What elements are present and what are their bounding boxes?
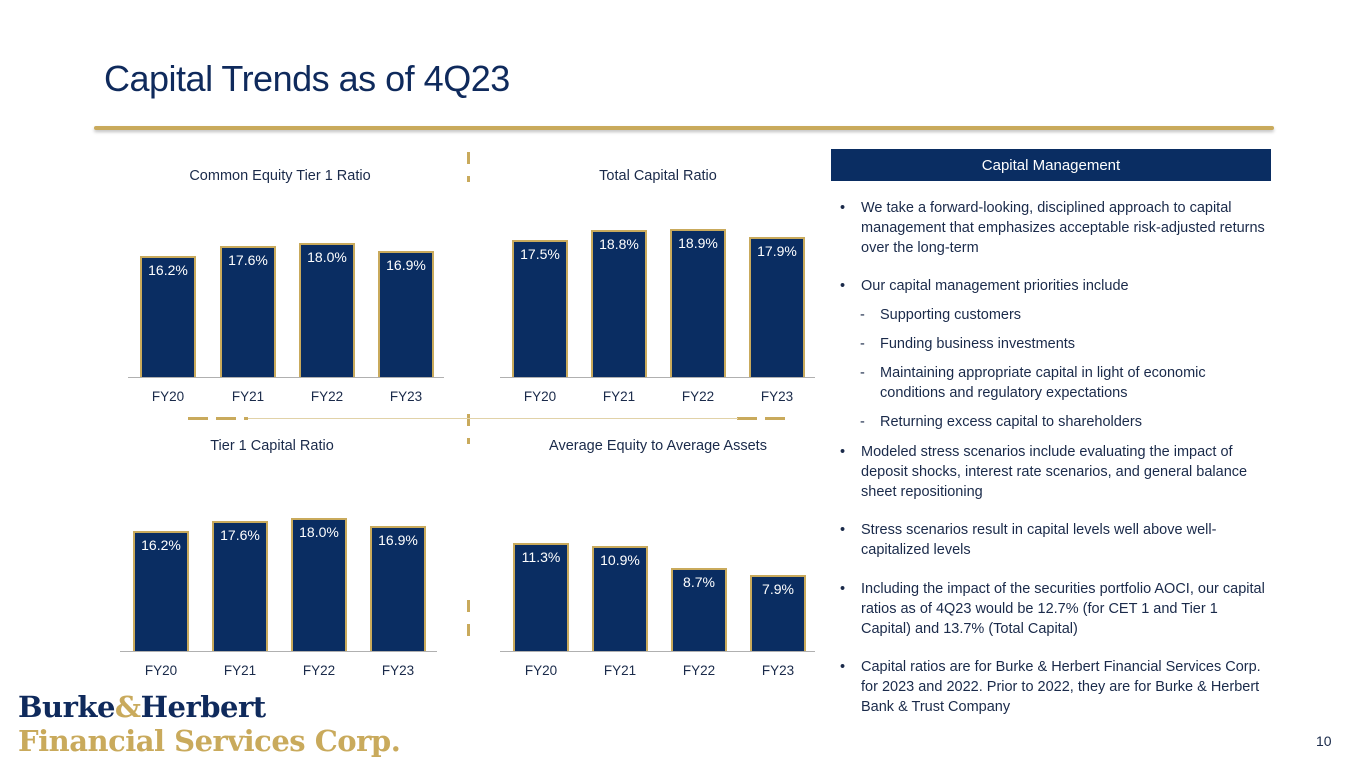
bullet-stress-results: Stress scenarios result in capital level… (840, 520, 1270, 560)
x-tick-label: FY20 (144, 663, 178, 678)
bullet-aoci-impact: Including the impact of the securities p… (840, 579, 1270, 639)
bar-fy20 (140, 256, 196, 377)
x-tick-label: FY22 (681, 389, 715, 404)
bar-fy22 (299, 243, 355, 377)
chart-title: Total Capital Ratio (599, 168, 717, 184)
x-axis-line (500, 377, 815, 378)
data-label: 18.0% (299, 524, 339, 540)
divider-vertical-top (467, 152, 470, 182)
divider-vertical-mid (467, 414, 470, 444)
bullet-stress-scenarios: Modeled stress scenarios include evaluat… (840, 442, 1270, 502)
bar-fy21 (591, 230, 647, 377)
data-label: 11.3% (521, 549, 561, 565)
bar-fy20 (133, 531, 189, 651)
bullet-forward-looking: We take a forward-looking, disciplined a… (840, 198, 1270, 258)
x-tick-label: FY20 (523, 389, 557, 404)
sub-item-returning-capital: Returning excess capital to shareholders (860, 412, 1260, 432)
bar-fy23 (749, 237, 805, 377)
divider-horizontal-line (248, 418, 738, 419)
x-tick-label: FY21 (602, 389, 636, 404)
bullet-ratio-entities: Capital ratios are for Burke & Herbert F… (840, 657, 1270, 717)
x-tick-label: FY20 (524, 663, 558, 678)
data-label: 10.9% (600, 552, 640, 568)
x-axis-line (500, 651, 815, 652)
burke-herbert-logo: Burke&Herbert Financial Services Corp. (18, 690, 401, 758)
divider-horizontal-right (737, 417, 793, 420)
x-axis-line (120, 651, 437, 652)
data-label: 18.8% (599, 236, 639, 252)
title-underline (94, 126, 1274, 130)
page-number: 10 (1316, 733, 1332, 749)
page-title: Capital Trends as of 4Q23 (104, 58, 510, 99)
chart-title: Average Equity to Average Assets (549, 438, 767, 454)
chart-title: Tier 1 Capital Ratio (210, 438, 334, 454)
x-tick-label: FY21 (603, 663, 637, 678)
x-tick-label: FY23 (389, 389, 423, 404)
data-label: 7.9% (762, 581, 794, 597)
x-axis-line (128, 377, 444, 378)
bar-fy23 (370, 526, 426, 651)
sub-item-customers: Supporting customers (860, 305, 1260, 325)
x-tick-label: FY22 (682, 663, 716, 678)
bar-fy22 (671, 568, 727, 651)
bar-fy21 (212, 521, 268, 651)
data-label: 8.7% (683, 574, 715, 590)
x-tick-label: FY21 (223, 663, 257, 678)
divider-vertical-bottom (467, 600, 470, 640)
data-label: 17.6% (220, 527, 260, 543)
bar-fy22 (670, 229, 726, 377)
x-tick-label: FY23 (760, 389, 794, 404)
x-tick-label: FY23 (761, 663, 795, 678)
data-label: 17.6% (228, 252, 268, 268)
bar-fy21 (592, 546, 648, 651)
bar-fy23 (378, 251, 434, 377)
sub-item-appropriate-capital: Maintaining appropriate capital in light… (860, 363, 1260, 403)
bar-fy22 (291, 518, 347, 651)
data-label: 16.9% (378, 532, 418, 548)
bar-fy20 (512, 240, 568, 377)
chart-title: Common Equity Tier 1 Ratio (189, 168, 371, 184)
x-tick-label: FY20 (151, 389, 185, 404)
bar-fy20 (513, 543, 569, 651)
divider-horizontal-left (188, 417, 248, 420)
sub-item-investments: Funding business investments (860, 334, 1260, 354)
data-label: 16.2% (141, 537, 181, 553)
data-label: 18.9% (678, 235, 718, 251)
data-label: 16.2% (148, 262, 188, 278)
bar-fy21 (220, 246, 276, 377)
data-label: 18.0% (307, 249, 347, 265)
x-tick-label: FY22 (302, 663, 336, 678)
x-tick-label: FY22 (310, 389, 344, 404)
capital-management-header: Capital Management (831, 149, 1271, 181)
bar-fy23 (750, 575, 806, 651)
x-tick-label: FY21 (231, 389, 265, 404)
data-label: 17.9% (757, 243, 797, 259)
x-tick-label: FY23 (381, 663, 415, 678)
data-label: 16.9% (386, 257, 426, 273)
data-label: 17.5% (520, 246, 560, 262)
bullet-priorities: Our capital management priorities includ… (840, 276, 1270, 296)
